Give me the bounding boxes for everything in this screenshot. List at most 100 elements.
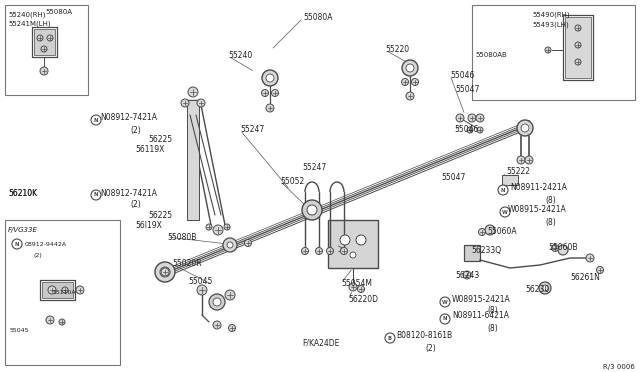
Text: 55045: 55045 xyxy=(10,327,29,333)
Circle shape xyxy=(575,25,581,31)
Circle shape xyxy=(517,120,533,136)
Circle shape xyxy=(575,42,581,48)
Circle shape xyxy=(40,67,48,75)
Text: 08912-9442A: 08912-9442A xyxy=(25,241,67,247)
Circle shape xyxy=(47,35,53,41)
Circle shape xyxy=(316,247,323,254)
Circle shape xyxy=(209,294,225,310)
Text: 56220D: 56220D xyxy=(348,295,378,304)
Bar xyxy=(472,5,635,100)
Circle shape xyxy=(467,127,473,133)
Circle shape xyxy=(181,99,189,107)
Circle shape xyxy=(197,99,205,107)
Circle shape xyxy=(213,321,221,329)
Bar xyxy=(502,175,518,185)
Circle shape xyxy=(206,224,212,230)
Text: N: N xyxy=(15,241,19,247)
Text: 55247: 55247 xyxy=(240,125,264,135)
Text: B: B xyxy=(388,336,392,340)
Circle shape xyxy=(62,287,68,293)
Circle shape xyxy=(161,268,169,276)
Text: (2): (2) xyxy=(425,343,436,353)
Text: 55080A: 55080A xyxy=(303,13,333,22)
Circle shape xyxy=(213,225,223,235)
Text: N08912-7421A: N08912-7421A xyxy=(100,113,157,122)
Text: 56225: 56225 xyxy=(148,135,172,144)
Circle shape xyxy=(12,239,22,249)
Circle shape xyxy=(402,60,418,76)
Circle shape xyxy=(91,115,101,125)
Text: 56261N: 56261N xyxy=(570,273,600,282)
Circle shape xyxy=(500,207,510,217)
Circle shape xyxy=(525,156,533,164)
Text: 56119X: 56119X xyxy=(135,145,164,154)
Circle shape xyxy=(479,228,486,235)
Circle shape xyxy=(244,240,252,247)
Text: 55493(LH): 55493(LH) xyxy=(532,22,569,28)
Text: 56243: 56243 xyxy=(455,270,479,279)
Circle shape xyxy=(586,254,594,262)
Text: N: N xyxy=(500,187,505,192)
Text: 55080A: 55080A xyxy=(45,9,72,15)
Text: 55490(RH): 55490(RH) xyxy=(532,12,570,18)
Circle shape xyxy=(307,205,317,215)
Text: N08911-2421A: N08911-2421A xyxy=(510,183,567,192)
Text: 55247: 55247 xyxy=(302,163,326,171)
Text: 55240(RH): 55240(RH) xyxy=(8,12,45,18)
Text: F/KA24DE: F/KA24DE xyxy=(302,339,339,347)
Circle shape xyxy=(48,286,56,294)
Circle shape xyxy=(596,266,604,273)
Text: W08915-2421A: W08915-2421A xyxy=(508,205,567,215)
Circle shape xyxy=(350,252,356,258)
Text: W: W xyxy=(442,299,448,305)
Circle shape xyxy=(477,127,483,133)
Circle shape xyxy=(542,285,548,291)
Text: B08120-8161B: B08120-8161B xyxy=(396,330,452,340)
Circle shape xyxy=(517,156,525,164)
Circle shape xyxy=(91,190,101,200)
Circle shape xyxy=(302,200,322,220)
Text: W08915-2421A: W08915-2421A xyxy=(452,295,511,304)
Text: 55110A: 55110A xyxy=(53,289,77,295)
Bar xyxy=(5,220,120,365)
Circle shape xyxy=(468,114,476,122)
Bar xyxy=(34,29,55,55)
Text: N: N xyxy=(93,118,99,122)
Circle shape xyxy=(228,324,236,331)
Text: 55241M(LH): 55241M(LH) xyxy=(8,21,51,27)
Text: 55054M: 55054M xyxy=(341,279,372,288)
Bar xyxy=(187,100,199,220)
Text: (2): (2) xyxy=(33,253,42,257)
Circle shape xyxy=(213,298,221,306)
Circle shape xyxy=(358,285,365,292)
Circle shape xyxy=(406,92,414,100)
Circle shape xyxy=(225,290,235,300)
Text: (2): (2) xyxy=(130,201,141,209)
Text: 56230: 56230 xyxy=(525,285,549,294)
Text: 55220: 55220 xyxy=(385,45,409,55)
Text: 56I19X: 56I19X xyxy=(135,221,162,230)
Circle shape xyxy=(326,247,333,254)
Circle shape xyxy=(37,35,43,41)
Text: 56210K: 56210K xyxy=(8,189,37,198)
Text: 56225: 56225 xyxy=(148,211,172,219)
Text: 55046: 55046 xyxy=(450,71,474,80)
Circle shape xyxy=(59,319,65,325)
Text: 55047: 55047 xyxy=(455,86,479,94)
Circle shape xyxy=(406,64,414,72)
Bar xyxy=(565,17,591,78)
Text: 55045: 55045 xyxy=(188,278,212,286)
Circle shape xyxy=(521,124,529,132)
Text: (8): (8) xyxy=(487,307,498,315)
Text: N: N xyxy=(443,317,447,321)
Circle shape xyxy=(271,90,278,96)
Circle shape xyxy=(476,114,484,122)
Text: 55060B: 55060B xyxy=(548,244,577,253)
Circle shape xyxy=(552,244,559,251)
Text: (8): (8) xyxy=(545,218,556,227)
Circle shape xyxy=(223,238,237,252)
Circle shape xyxy=(456,114,464,122)
Text: 55020R: 55020R xyxy=(172,260,202,269)
Circle shape xyxy=(575,59,581,65)
Circle shape xyxy=(188,87,198,97)
